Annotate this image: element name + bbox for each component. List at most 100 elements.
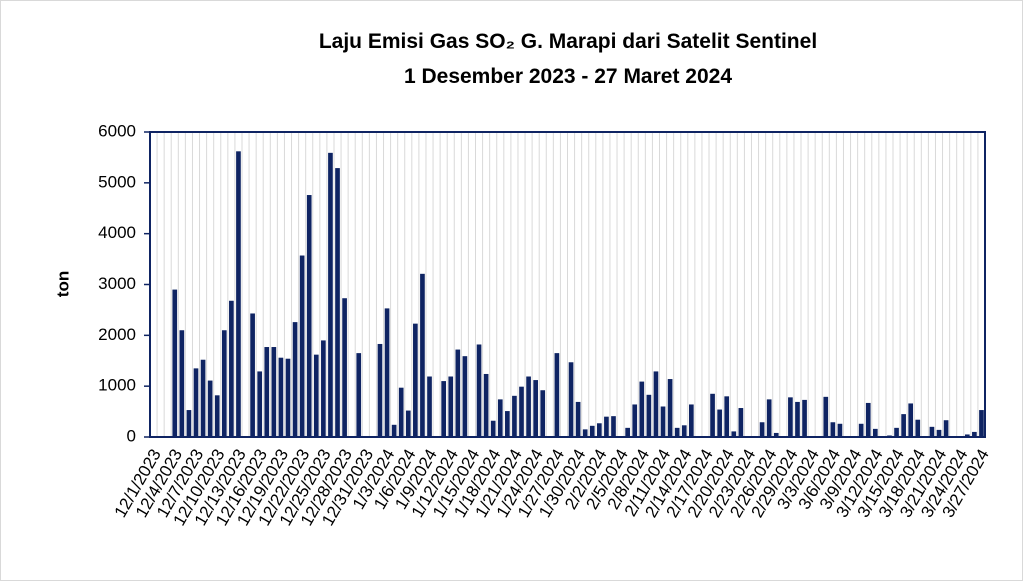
bar [731,431,737,437]
bar [972,431,977,437]
bar [193,368,199,437]
bar [533,380,538,437]
bar [236,151,241,438]
bar [943,420,949,437]
bar [405,410,411,437]
y-tick-label: 3000 [98,274,136,293]
bar [512,395,517,437]
y-tick-label: 2000 [98,325,136,344]
bar [653,371,659,437]
y-tick-label: 4000 [98,223,136,242]
bar [773,432,779,437]
bar [611,416,616,437]
bar [724,396,730,437]
bar [872,428,878,437]
bar [681,425,687,437]
bar [490,420,496,437]
y-tick-label: 5000 [98,172,136,191]
bar [646,394,652,437]
bar [604,416,609,437]
bar [398,387,404,437]
bar [413,323,418,437]
bar [448,376,454,437]
bar [660,406,666,437]
bar [207,380,213,437]
bar [356,353,362,437]
bar [802,399,807,437]
bar [964,434,970,437]
bar [639,381,645,437]
bar [865,402,871,437]
bar [306,195,312,437]
bar [625,427,630,437]
bar [391,424,397,437]
bar [342,298,347,437]
bar [172,289,178,437]
bar [674,427,680,437]
bar [788,397,793,437]
bar [830,422,836,437]
bar [455,349,461,437]
bar [667,379,673,437]
bar [837,423,843,437]
bar [901,414,906,437]
bar [766,399,772,437]
y-tick-label: 1000 [98,376,136,395]
bar [427,376,432,437]
y-axis-label: ton [53,271,72,297]
bar [554,353,560,437]
bar [738,408,744,437]
bar [908,403,914,437]
bar [575,401,581,437]
bar [823,396,829,437]
bar [179,330,185,437]
bar [795,401,800,437]
bar [759,422,765,437]
bar [540,390,546,437]
bar [497,399,503,437]
bar [250,313,255,437]
bar [278,357,284,437]
bar [200,359,206,437]
bar [186,410,192,437]
bar [462,356,468,437]
bar [264,347,270,437]
bar [441,381,447,437]
bar [688,404,694,437]
bar [292,322,298,437]
bar [299,255,305,437]
bar [483,373,489,437]
bar [335,168,340,437]
bar [420,273,425,437]
bar [597,423,602,437]
y-tick-label: 6000 [98,121,136,140]
bar [894,427,899,437]
bar [979,410,984,437]
bar [568,362,574,437]
bar [214,395,220,437]
bar [519,386,524,437]
bar [313,354,319,437]
bar [476,344,482,437]
bar [505,411,510,437]
bar [526,376,531,437]
bar [632,404,638,437]
bar [285,358,291,437]
bar [328,152,333,437]
bar [271,347,277,437]
y-tick-label: 0 [127,426,136,445]
chart-title: Laju Emisi Gas SO₂ G. Marapi dari Sateli… [319,30,817,53]
bar [221,330,227,437]
bar [229,300,234,437]
bar [915,419,921,437]
bar [717,409,722,437]
bar [589,425,595,437]
bar [929,426,935,437]
plot-border [149,131,986,438]
bar [321,340,326,437]
chart-subtitle: 1 Desember 2023 - 27 Maret 2024 [404,65,732,88]
bar [858,423,864,437]
bar [582,429,588,437]
bar [384,308,390,437]
